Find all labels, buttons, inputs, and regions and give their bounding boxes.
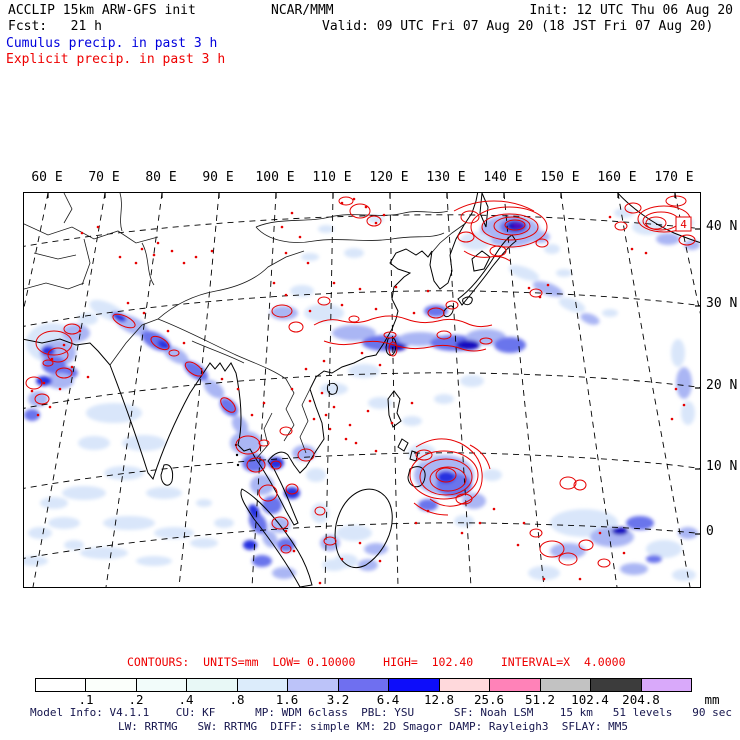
explicit-precip-layer: [25, 195, 696, 568]
colorbar-cell: [86, 679, 137, 691]
lon-label: 140 E: [483, 170, 523, 185]
lon-label: 110 E: [312, 170, 352, 185]
init-time: Init: 12 UTC Thu 06 Aug 20: [529, 3, 734, 18]
valid-time: Valid: 09 UTC Fri 07 Aug 20 (18 JST Fri …: [322, 19, 714, 34]
colorbar-cell: [389, 679, 440, 691]
colorbar-cell: [136, 679, 188, 691]
colorbar-cell: [36, 679, 87, 691]
colorbar-cell: [540, 679, 592, 691]
lat-label: 20 N: [706, 378, 738, 393]
precip-colorbar: [35, 678, 692, 692]
contour-max-label: 4: [675, 216, 692, 232]
colorbar-label: 204.8: [622, 692, 660, 707]
asia-precip-map: 4: [24, 193, 700, 587]
model-info-line1: Model Info: V4.1.1 CU: KF MP: WDM 6class…: [30, 706, 732, 719]
colorbar-unit: mm: [704, 692, 720, 707]
contour-info-line: CONTOURS: UNITS=mm LOW= 0.10000 HIGH= 10…: [127, 655, 626, 669]
legend-explicit: Explicit precip. in past 3 h: [6, 52, 226, 67]
lat-label: 30 N: [706, 296, 738, 311]
colorbar-label: 25.6: [473, 692, 505, 707]
colorbar-label: .4: [178, 692, 194, 707]
colorbar-cell: [338, 679, 390, 691]
colorbar-cell: [237, 679, 289, 691]
lat-label: 0: [706, 524, 714, 539]
lon-label: 70 E: [88, 170, 120, 185]
lon-label: 130 E: [426, 170, 466, 185]
colorbar-label: .1: [78, 692, 94, 707]
lon-label: 150 E: [540, 170, 580, 185]
lon-label: 170 E: [654, 170, 694, 185]
colorbar-cell: [439, 679, 491, 691]
colorbar-cell: [187, 679, 238, 691]
graticule-layer: [24, 193, 700, 587]
colorbar-cell: [641, 679, 692, 691]
colorbar-label: 6.4: [376, 692, 400, 707]
legend-cumulus: Cumulus precip. in past 3 h: [6, 36, 218, 51]
colorbar-cell: [490, 679, 541, 691]
colorbar-label: 51.2: [524, 692, 556, 707]
model-info-line2: LW: RRTMG SW: RRTMG DIFF: simple KM: 2D …: [118, 720, 628, 733]
lon-label: 100 E: [255, 170, 295, 185]
plot-title: ACCLIP 15km ARW-GFS init: [8, 3, 196, 18]
lon-label: 160 E: [597, 170, 637, 185]
colorbar-label: .8: [229, 692, 245, 707]
cumulus-precip-layer: [24, 208, 700, 581]
lat-label: 40 N: [706, 219, 738, 234]
lat-label: 10 N: [706, 459, 738, 474]
explicit-precip-speckles: [30, 197, 686, 585]
forecast-hour: Fcst: 21 h: [8, 19, 102, 34]
svg-text:4: 4: [680, 218, 687, 231]
colorbar-label: 3.2: [326, 692, 350, 707]
coastlines-layer: [24, 193, 700, 587]
org-label: NCAR/MMM: [271, 3, 334, 18]
colorbar-cell: [288, 679, 339, 691]
lon-label: 120 E: [369, 170, 409, 185]
map-frame: 4: [23, 192, 701, 588]
lon-label: 80 E: [145, 170, 177, 185]
lon-label: 60 E: [31, 170, 63, 185]
colorbar-label: 102.4: [571, 692, 609, 707]
lon-label: 90 E: [202, 170, 234, 185]
colorbar-cell: [591, 679, 642, 691]
colorbar-label: 1.6: [275, 692, 299, 707]
colorbar-label: .2: [128, 692, 144, 707]
axis-ticks: [47, 193, 700, 535]
colorbar-label: 12.8: [423, 692, 455, 707]
